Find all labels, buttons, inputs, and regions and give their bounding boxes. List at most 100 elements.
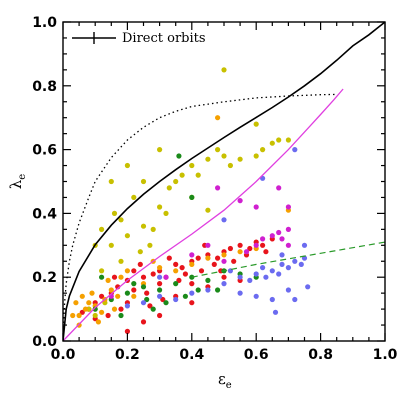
solid-curve <box>63 22 385 341</box>
data-point-red <box>157 281 163 287</box>
data-point-blue <box>124 303 130 309</box>
data-point-orange <box>115 293 121 299</box>
data-point-yellow <box>131 194 137 200</box>
x-tick-label: 0.0 <box>51 347 76 363</box>
data-point-red <box>247 245 253 252</box>
data-point-orange <box>205 255 211 261</box>
x-axis-subscript: e <box>226 380 232 391</box>
data-point-yellow <box>108 242 114 248</box>
data-point-orange <box>86 300 92 306</box>
data-point-yellow <box>99 268 105 274</box>
data-point-blue <box>260 265 266 271</box>
data-point-red <box>189 300 195 306</box>
data-point-magenta <box>253 204 259 210</box>
data-point-yellow <box>140 178 147 185</box>
data-point-red <box>176 277 182 283</box>
data-point-orange <box>108 287 114 293</box>
data-point-magenta <box>243 249 250 255</box>
data-point-yellow <box>260 147 266 153</box>
data-point-red <box>198 268 205 274</box>
data-point-yellow <box>195 172 201 178</box>
data-point-yellow <box>269 140 275 146</box>
data-point-yellow <box>205 156 211 162</box>
data-point-yellow <box>227 162 233 169</box>
data-point-red <box>118 306 124 312</box>
data-point-red <box>227 245 233 252</box>
data-point-orange <box>105 277 111 283</box>
data-point-yellow <box>173 178 179 185</box>
data-point-yellow <box>150 226 156 232</box>
data-point-green <box>131 281 137 287</box>
data-point-blue <box>237 290 243 296</box>
data-point-orange <box>173 268 179 274</box>
data-point-blue <box>205 287 211 293</box>
data-point-orange <box>131 293 137 299</box>
legend-label: Direct orbits <box>122 31 206 46</box>
data-point-red <box>179 265 185 271</box>
data-point-red <box>237 242 243 248</box>
data-point-orange <box>157 265 163 271</box>
data-point-magenta <box>215 185 221 191</box>
data-point-yellow <box>215 147 221 153</box>
data-point-blue <box>253 271 259 277</box>
data-point-green <box>92 306 98 312</box>
data-point-magenta <box>189 252 195 258</box>
data-point-red <box>260 242 266 248</box>
y-tick-label: 0.8 <box>32 79 57 95</box>
data-point-yellow <box>189 162 195 169</box>
data-point-green <box>173 281 179 287</box>
data-point-green <box>157 287 163 293</box>
data-point-orange <box>124 268 130 274</box>
data-point-yellow <box>221 67 227 73</box>
data-point-red <box>160 296 166 303</box>
data-point-blue <box>269 296 275 303</box>
data-point-green <box>150 306 156 312</box>
data-point-red <box>173 261 179 267</box>
data-point-yellow <box>237 156 243 162</box>
data-point-magenta <box>163 274 169 280</box>
data-point-orange <box>95 319 101 325</box>
data-point-yellow <box>221 153 227 159</box>
data-point-blue <box>263 274 269 280</box>
data-point-yellow <box>285 137 291 143</box>
data-point-blue <box>301 242 308 248</box>
data-point-orange <box>70 312 76 319</box>
data-point-red <box>124 328 130 334</box>
data-point-red <box>221 274 227 280</box>
data-point-red <box>195 255 201 261</box>
data-point-red <box>215 255 221 261</box>
data-point-orange <box>99 309 105 315</box>
tick-layer: 0.0 0.2 0.4 0.6 0.8 1.0 0.0 0.2 0.4 0.6 0.8 1.0 <box>32 15 397 363</box>
data-point-yellow <box>118 217 124 223</box>
data-point-yellow <box>137 249 143 255</box>
data-point-green <box>176 153 182 159</box>
data-point-blue <box>292 258 298 264</box>
y-axis-symbol: λ <box>7 179 25 189</box>
data-point-blue <box>285 287 291 293</box>
data-point-yellow <box>179 172 185 178</box>
data-point-blue <box>269 268 275 274</box>
dotted-curve <box>63 93 337 341</box>
data-point-orange <box>79 293 85 299</box>
data-point-blue <box>292 147 298 153</box>
data-point-red <box>231 258 237 264</box>
data-point-green <box>215 287 221 293</box>
data-point-red <box>144 290 150 296</box>
data-point-magenta <box>279 236 285 242</box>
data-point-red <box>131 287 137 293</box>
data-point-red <box>211 261 217 267</box>
y-axis-subscript: e <box>17 174 28 180</box>
data-point-magenta <box>237 198 243 204</box>
data-point-green <box>189 274 195 280</box>
data-point-yellow <box>157 204 163 210</box>
data-point-red <box>150 271 156 277</box>
data-point-yellow <box>276 137 282 143</box>
data-point-red <box>263 249 269 255</box>
data-point-magenta <box>205 242 211 248</box>
data-point-yellow <box>111 210 118 216</box>
data-point-yellow <box>124 233 130 239</box>
data-point-yellow <box>92 312 98 319</box>
y-tick-label: 1.0 <box>32 15 57 31</box>
pink-curve <box>63 88 344 341</box>
data-point-yellow <box>205 207 211 213</box>
